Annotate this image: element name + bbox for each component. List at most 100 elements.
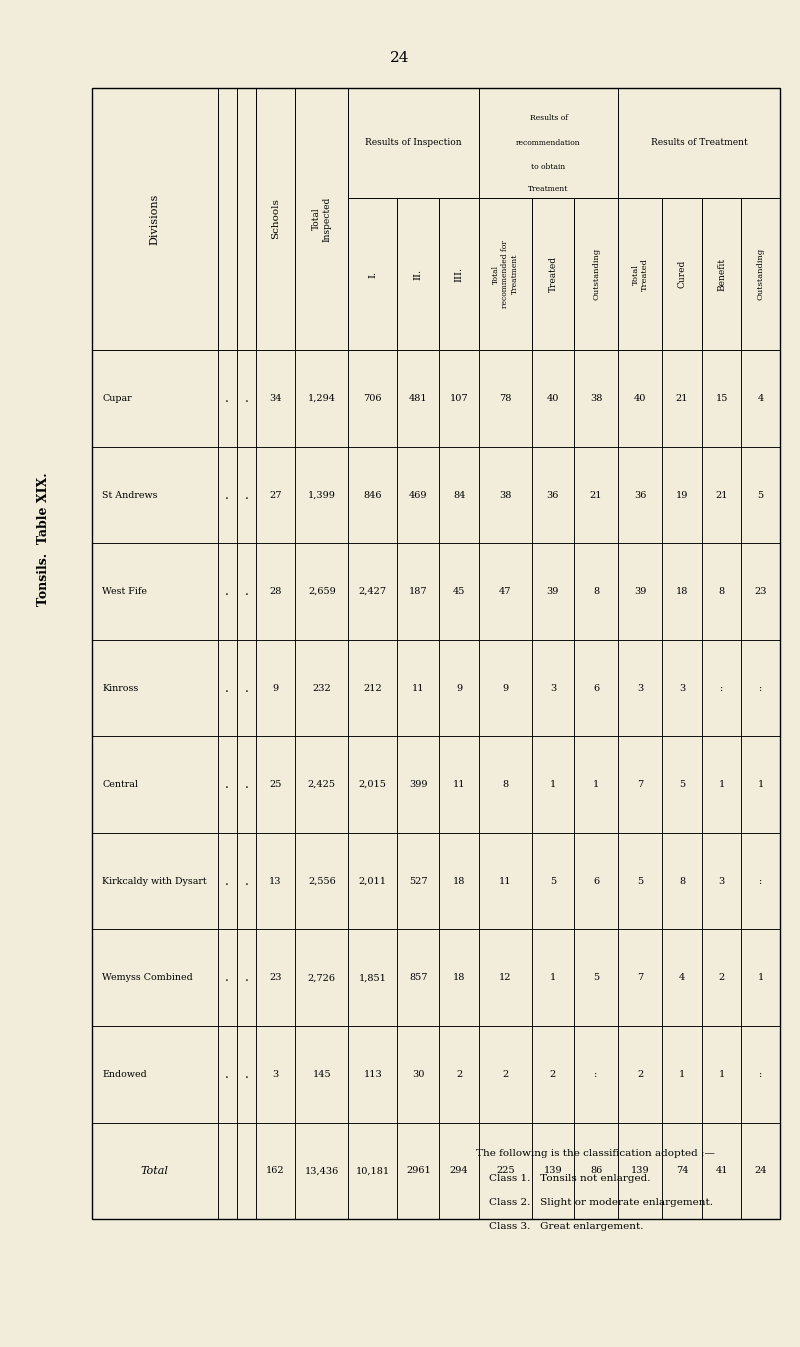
Text: 1: 1: [593, 780, 599, 789]
Text: 1: 1: [758, 973, 764, 982]
Text: :: :: [759, 683, 762, 692]
Text: .: .: [226, 489, 230, 501]
Text: 1: 1: [718, 1070, 725, 1079]
Text: 25: 25: [270, 780, 282, 789]
Text: 23: 23: [754, 587, 767, 597]
Text: :: :: [759, 877, 762, 886]
Text: 5: 5: [593, 973, 599, 982]
Text: The following is the classification adopted :—: The following is the classification adop…: [476, 1149, 715, 1158]
Text: 13,436: 13,436: [305, 1167, 339, 1176]
Text: 7: 7: [637, 973, 643, 982]
Text: 23: 23: [270, 973, 282, 982]
Text: 9: 9: [456, 683, 462, 692]
Text: 74: 74: [676, 1167, 688, 1176]
Text: 9: 9: [502, 683, 509, 692]
Text: 9: 9: [273, 683, 278, 692]
Text: .: .: [226, 682, 230, 695]
Text: 5: 5: [638, 877, 643, 886]
Text: Endowed: Endowed: [102, 1070, 147, 1079]
Text: .: .: [244, 874, 248, 888]
Text: 47: 47: [499, 587, 511, 597]
Text: 139: 139: [631, 1167, 650, 1176]
Text: 18: 18: [453, 877, 466, 886]
Text: 225: 225: [496, 1167, 514, 1176]
Text: 24: 24: [754, 1167, 767, 1176]
Text: Outstanding: Outstanding: [757, 248, 765, 300]
Text: 21: 21: [590, 490, 602, 500]
Text: .: .: [244, 489, 248, 501]
Text: 4: 4: [679, 973, 686, 982]
Text: 11: 11: [453, 780, 466, 789]
Text: 1: 1: [550, 973, 556, 982]
Text: Class 3.   Great enlargement.: Class 3. Great enlargement.: [476, 1222, 643, 1231]
Text: 18: 18: [676, 587, 688, 597]
Text: Wemyss Combined: Wemyss Combined: [102, 973, 193, 982]
Text: 36: 36: [546, 490, 559, 500]
Text: 2,726: 2,726: [308, 973, 336, 982]
Text: I.: I.: [368, 271, 378, 277]
Text: .: .: [226, 585, 230, 598]
Text: .: .: [244, 779, 248, 791]
Text: 15: 15: [715, 393, 728, 403]
Text: Results of: Results of: [530, 114, 567, 123]
Text: 10,181: 10,181: [356, 1167, 390, 1176]
Text: Total: Total: [141, 1165, 169, 1176]
Text: Total
Treated: Total Treated: [632, 257, 649, 291]
Text: .: .: [226, 1068, 230, 1080]
Text: 3: 3: [550, 683, 556, 692]
Text: Cupar: Cupar: [102, 393, 132, 403]
Text: Class 2.   Slight or moderate enlargement.: Class 2. Slight or moderate enlargement.: [476, 1197, 713, 1207]
Text: 107: 107: [450, 393, 469, 403]
Text: Central: Central: [102, 780, 138, 789]
Text: 28: 28: [270, 587, 282, 597]
Text: 1: 1: [758, 780, 764, 789]
Text: Tonsils.  Table XIX.: Tonsils. Table XIX.: [38, 471, 50, 606]
Text: 38: 38: [590, 393, 602, 403]
Text: 1: 1: [550, 780, 556, 789]
Text: 8: 8: [679, 877, 685, 886]
Text: 2,659: 2,659: [308, 587, 336, 597]
Text: 40: 40: [634, 393, 646, 403]
Text: 481: 481: [409, 393, 428, 403]
Text: 527: 527: [409, 877, 428, 886]
Text: Treatment: Treatment: [528, 185, 569, 193]
Text: 2,425: 2,425: [308, 780, 336, 789]
Text: III.: III.: [454, 267, 464, 282]
Text: Treated: Treated: [549, 256, 558, 292]
Text: 2,556: 2,556: [308, 877, 336, 886]
Text: 1: 1: [679, 1070, 686, 1079]
Text: 212: 212: [363, 683, 382, 692]
Text: 13: 13: [270, 877, 282, 886]
Text: Outstanding: Outstanding: [592, 248, 600, 300]
Text: 18: 18: [453, 973, 466, 982]
Text: :: :: [759, 1070, 762, 1079]
Text: Class 1.   Tonsils not enlarged.: Class 1. Tonsils not enlarged.: [476, 1173, 650, 1183]
Text: 162: 162: [266, 1167, 285, 1176]
Text: 139: 139: [544, 1167, 562, 1176]
Text: 706: 706: [363, 393, 382, 403]
Text: Cured: Cured: [678, 260, 686, 288]
Text: :: :: [594, 1070, 598, 1079]
Text: .: .: [244, 682, 248, 695]
Text: 5: 5: [679, 780, 685, 789]
Text: 2,015: 2,015: [359, 780, 386, 789]
Text: 41: 41: [715, 1167, 728, 1176]
Text: 7: 7: [637, 780, 643, 789]
Text: 8: 8: [502, 780, 509, 789]
Text: 21: 21: [676, 393, 688, 403]
Text: 113: 113: [363, 1070, 382, 1079]
Text: West Fife: West Fife: [102, 587, 147, 597]
Text: 2: 2: [550, 1070, 556, 1079]
Text: 21: 21: [715, 490, 728, 500]
Text: .: .: [244, 585, 248, 598]
Text: 3: 3: [679, 683, 686, 692]
Text: St Andrews: St Andrews: [102, 490, 158, 500]
Text: 857: 857: [409, 973, 427, 982]
Text: 399: 399: [409, 780, 427, 789]
Text: Divisions: Divisions: [150, 193, 160, 245]
Text: recommendation: recommendation: [516, 139, 581, 147]
Text: 39: 39: [546, 587, 559, 597]
Text: 86: 86: [590, 1167, 602, 1176]
Text: 2: 2: [718, 973, 725, 982]
Text: 1: 1: [718, 780, 725, 789]
